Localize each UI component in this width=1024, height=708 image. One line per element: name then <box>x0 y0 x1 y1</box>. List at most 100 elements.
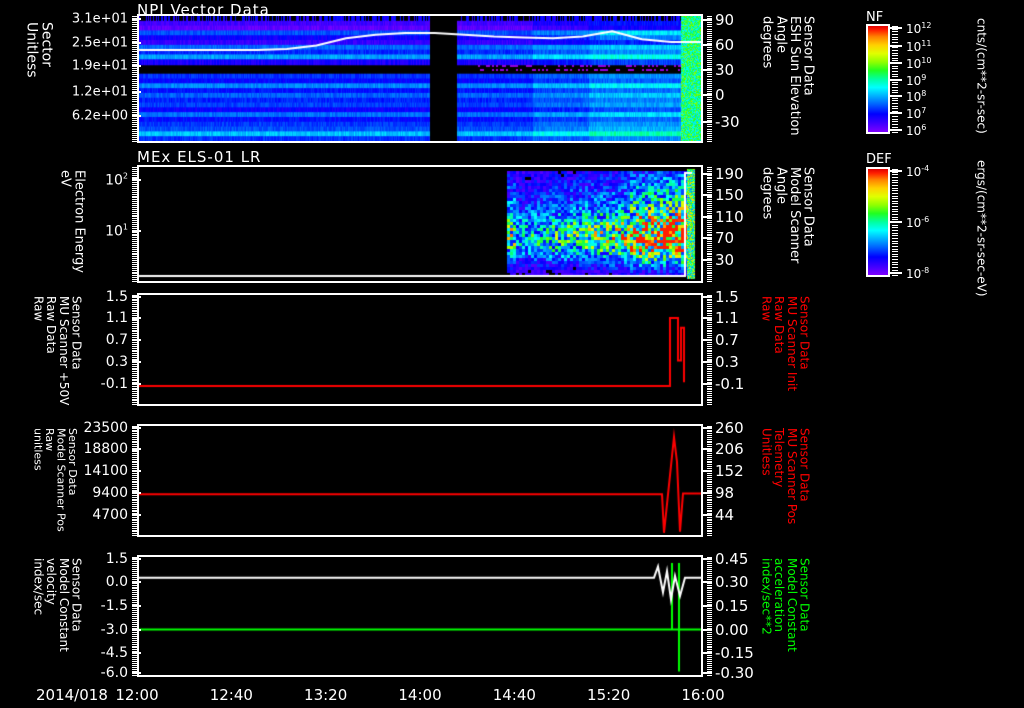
axis-minor-tick <box>132 224 137 225</box>
axis-minor-tick <box>707 623 712 625</box>
colorbar-minor-tick <box>892 198 898 200</box>
axis-minor-tick <box>132 641 137 643</box>
axis-minor-tick <box>707 248 712 250</box>
plot-panel-npi-vector-data[interactable] <box>137 14 703 143</box>
axis-minor-tick <box>132 427 137 429</box>
colorbar-minor-tick <box>892 264 898 266</box>
axis-minor-tick <box>132 347 137 349</box>
axis-minor-tick <box>707 440 712 442</box>
axis-minor-tick <box>707 456 712 458</box>
axis-minor-tick <box>132 453 137 455</box>
axis-minor-tick <box>132 59 137 61</box>
axis-minor-tick <box>132 174 137 176</box>
plot-panel-model-scanner-pos-raw[interactable] <box>137 424 703 537</box>
axis-minor-tick <box>707 113 712 115</box>
axis-tick-mark <box>132 317 141 320</box>
axis-minor-tick <box>132 118 137 120</box>
axis-minor-tick <box>707 598 712 600</box>
colorbar-tick-mark <box>890 170 902 173</box>
axis-minor-tick <box>132 126 137 128</box>
axis-minor-tick <box>132 476 137 478</box>
axis-minor-tick <box>707 500 712 502</box>
axis-minor-tick <box>707 600 712 602</box>
axis-minor-tick <box>132 629 137 631</box>
axis-minor-tick <box>707 393 712 395</box>
axis-minor-tick <box>707 28 712 30</box>
axis-minor-tick <box>132 520 137 522</box>
axis-minor-tick <box>707 438 712 440</box>
axis-minor-tick <box>707 239 712 241</box>
axis-minor-tick <box>707 610 712 612</box>
axis-minor-tick <box>707 342 712 344</box>
axis-minor-tick <box>132 389 137 391</box>
axis-minor-tick <box>707 205 712 206</box>
axis-label-mu50v-left-text: Sensor Data MU Scanner +50V Raw Data Raw <box>31 296 84 406</box>
colorbar-minor-tick <box>892 57 898 59</box>
axis-minor-tick <box>132 246 137 248</box>
axis-label-mu50v-right-text: Sensor Data MU Scanner Init Raw Data Raw <box>759 296 812 392</box>
axis-minor-tick <box>132 322 137 324</box>
axis-minor-tick <box>132 51 137 53</box>
axis-minor-tick <box>132 598 137 600</box>
axis-minor-tick <box>132 661 137 663</box>
axis-minor-tick <box>707 311 712 313</box>
axis-minor-tick <box>707 400 712 402</box>
axis-minor-tick <box>707 496 712 498</box>
axis-minor-tick <box>707 502 712 504</box>
axis-minor-tick <box>707 387 712 389</box>
axis-minor-tick <box>707 38 712 40</box>
axis-minor-tick <box>707 362 712 364</box>
axis-tick-label: 9400 <box>92 485 128 502</box>
axis-minor-tick <box>132 340 137 342</box>
colorbar-minor-tick <box>892 203 898 205</box>
colorbar-tick-label: 107 <box>906 106 927 122</box>
axis-tick-label: 0.7 <box>715 331 739 350</box>
plot-panel-mu-scanner-50v-raw[interactable] <box>137 293 703 406</box>
axis-minor-tick <box>132 449 137 451</box>
axis-minor-tick <box>132 258 137 260</box>
axis-minor-tick <box>132 485 137 487</box>
axis-minor-tick <box>707 391 712 393</box>
plot-panel-mex-els-01-lr[interactable] <box>137 165 703 283</box>
axis-tick-label: 102 <box>105 171 128 188</box>
axis-minor-tick <box>132 295 137 296</box>
axis-minor-tick <box>707 385 712 387</box>
axis-minor-tick <box>707 380 712 382</box>
axis-minor-tick <box>707 111 712 113</box>
axis-minor-tick <box>132 498 137 500</box>
axis-minor-tick <box>132 657 137 659</box>
axis-minor-tick <box>132 248 137 250</box>
colorbar-minor-tick <box>892 216 898 218</box>
colorbar-label-nf: NF <box>866 10 884 25</box>
colorbar-minor-tick <box>892 63 898 65</box>
axis-minor-tick <box>707 273 712 275</box>
colorbar-minor-tick <box>892 214 898 216</box>
axis-minor-tick <box>132 214 137 216</box>
axis-minor-tick <box>132 524 137 526</box>
colorbar-minor-tick <box>892 86 898 88</box>
axis-minor-tick <box>132 184 137 186</box>
axis-minor-tick <box>132 265 137 267</box>
axis-minor-tick <box>132 516 137 518</box>
axis-minor-tick <box>707 168 712 170</box>
axis-minor-tick <box>132 82 137 84</box>
axis-tick-label: -0.30 <box>715 664 754 683</box>
axis-minor-tick <box>707 70 712 72</box>
axis-minor-tick <box>132 362 137 364</box>
plot-panel-model-constant-velocity[interactable] <box>137 555 703 677</box>
axis-minor-tick <box>707 277 712 279</box>
axis-minor-tick <box>707 307 712 309</box>
colorbar-minor-tick <box>892 73 898 75</box>
colorbar-minor-tick <box>892 237 898 239</box>
axis-tick-label: 6.2e+00 <box>71 108 128 124</box>
axis-tick-mark <box>703 604 712 607</box>
colorbar-minor-tick <box>892 187 898 189</box>
axis-minor-tick <box>707 298 712 300</box>
axis-minor-tick <box>132 426 137 427</box>
colorbar-minor-tick <box>892 195 898 197</box>
colorbar-minor-tick <box>892 200 898 202</box>
axis-minor-tick <box>707 66 712 67</box>
axis-minor-tick <box>707 32 712 34</box>
axis-minor-tick <box>132 356 137 358</box>
axis-minor-tick <box>132 168 137 170</box>
